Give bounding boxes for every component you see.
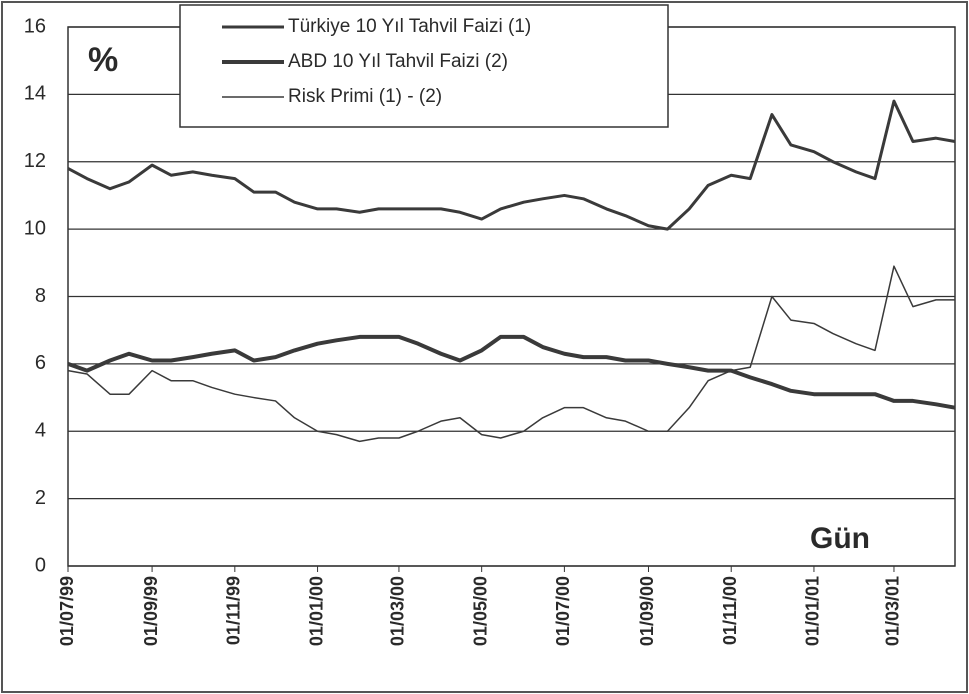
y-tick-label: 10 xyxy=(24,217,46,239)
x-tick-label: 01/05/00 xyxy=(470,576,490,646)
x-tick-label: 01/03/00 xyxy=(388,576,408,646)
y-tick-label: 2 xyxy=(35,487,46,509)
x-tick-label: 01/09/00 xyxy=(637,576,657,646)
x-tick-label: 01/01/00 xyxy=(306,576,326,646)
y-tick-label: 6 xyxy=(35,352,46,374)
y-tick-label: 16 xyxy=(24,15,46,37)
x-tick-label: 01/01/01 xyxy=(803,576,823,646)
y-tick-label: 4 xyxy=(35,420,46,442)
y-tick-label: 8 xyxy=(35,285,46,307)
x-tick-label: 01/11/00 xyxy=(720,576,740,645)
legend-label: ABD 10 Yıl Tahvil Faizi (2) xyxy=(288,51,508,72)
y-tick-label: 12 xyxy=(24,150,46,172)
x-tick-label: 01/07/99 xyxy=(57,576,77,646)
y-tick-label: 0 xyxy=(35,554,46,576)
y-axis-label: % xyxy=(88,41,118,79)
legend-label: Risk Primi (1) - (2) xyxy=(288,86,442,107)
series-line xyxy=(67,99,956,231)
y-tick-label: 14 xyxy=(24,83,46,105)
legend-box xyxy=(179,4,669,128)
series-line xyxy=(67,334,956,410)
x-tick-label: 01/11/99 xyxy=(224,576,244,645)
x-tick-label: 01/09/99 xyxy=(141,576,161,646)
x-tick-label: 01/07/00 xyxy=(553,576,573,646)
series-line xyxy=(67,265,955,443)
legend-label: Türkiye 10 Yıl Tahvil Faizi (1) xyxy=(288,16,531,37)
x-tick-label: 01/03/01 xyxy=(883,576,903,646)
x-axis-label: Gün xyxy=(810,522,870,555)
